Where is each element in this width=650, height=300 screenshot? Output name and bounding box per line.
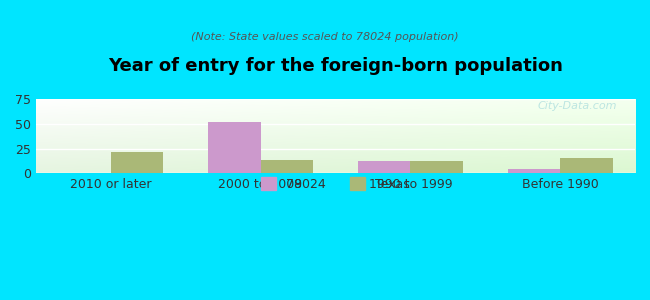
- Title: Year of entry for the foreign-born population: Year of entry for the foreign-born popul…: [108, 57, 563, 75]
- Text: (Note: State values scaled to 78024 population): (Note: State values scaled to 78024 popu…: [191, 32, 459, 43]
- Bar: [560, 158, 612, 173]
- Bar: [261, 160, 313, 173]
- Bar: [358, 160, 410, 173]
- Legend: 78024, Texas: 78024, Texas: [255, 172, 415, 196]
- Bar: [208, 122, 261, 173]
- Bar: [508, 169, 560, 173]
- Bar: [111, 152, 163, 173]
- Bar: [410, 160, 463, 173]
- Text: City-Data.com: City-Data.com: [538, 101, 617, 111]
